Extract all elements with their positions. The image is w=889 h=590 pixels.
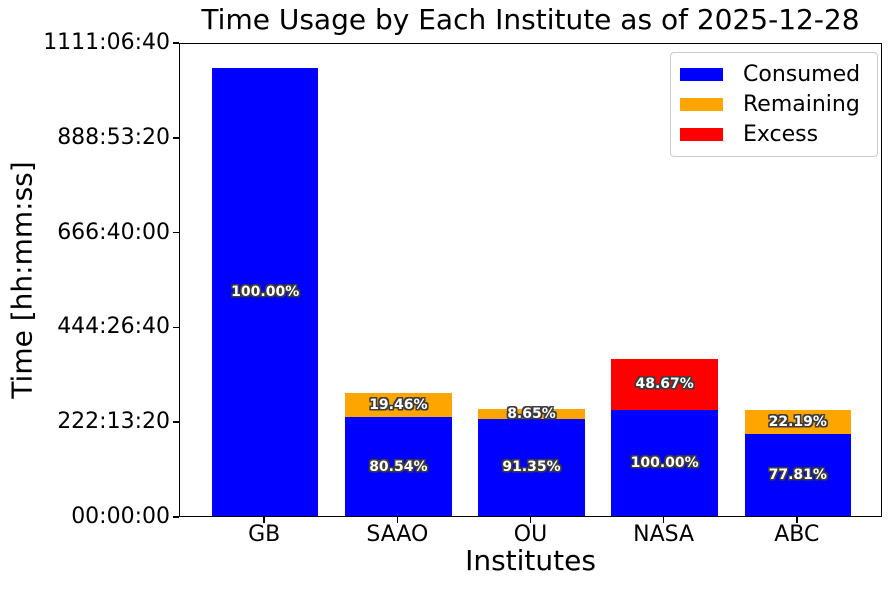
x-tick-label-ou: OU — [513, 522, 548, 547]
y-tick-label: 444:26:40 — [57, 314, 170, 340]
consumed-swatch-icon — [680, 68, 723, 81]
remaining-swatch-icon — [680, 98, 723, 111]
x-tick-label-gb: GB — [248, 522, 281, 547]
x-tick-label-abc: ABC — [774, 522, 820, 547]
bar-percentage-label: 48.67% — [635, 376, 694, 393]
bar-segment-nasa-excess: 48.67% — [611, 358, 718, 411]
x-tick-mark — [263, 517, 265, 523]
x-axis-label: Institutes — [465, 544, 596, 577]
bar-segment-abc-remaining: 22.19% — [744, 410, 852, 434]
bar-percentage-label: 80.54% — [369, 458, 428, 475]
y-tick-mark — [173, 516, 179, 518]
bar-segment-abc-consumed: 77.81% — [744, 433, 852, 516]
bar-segment-saao-remaining: 19.46% — [345, 393, 452, 418]
x-tick-mark — [662, 517, 665, 523]
y-tick-label: 222:13:20 — [57, 409, 170, 435]
x-tick-label-nasa: NASA — [633, 522, 695, 547]
bar-percentage-label: 100.00% — [231, 284, 300, 301]
bars-container: 100.00% 80.54% 19.46% 91.35% 8.65% 100.00% 48.… — [180, 44, 881, 516]
bar-percentage-label: 19.46% — [369, 397, 428, 414]
bar-percentage-label: 77.81% — [768, 466, 827, 483]
excess-swatch-icon — [680, 128, 723, 141]
y-tick-label: 666:40:00 — [57, 219, 170, 245]
y-tick-label: 00:00:00 — [71, 504, 170, 529]
bar-segment-nasa-consumed: 100.00% — [611, 410, 718, 516]
bar-segment-ou-consumed: 91.35% — [478, 418, 585, 516]
bar-segment-gb-consumed: 100.00% — [211, 68, 319, 516]
legend: Consumed Remaining Excess — [670, 52, 878, 157]
y-tick-mark — [173, 231, 179, 234]
bar-segment-saao-consumed: 80.54% — [345, 417, 452, 516]
x-tick-mark — [529, 517, 532, 523]
legend-item-excess: Excess — [680, 121, 867, 148]
x-tick-mark — [796, 517, 798, 523]
x-tick-label-saao: SAAO — [366, 522, 429, 547]
y-tick-mark — [173, 42, 179, 44]
bar-percentage-label: 100.00% — [630, 455, 699, 472]
legend-item-consumed: Consumed — [680, 61, 867, 88]
y-axis-label: Time [hh:mm:ss] — [5, 161, 39, 399]
legend-label-excess: Excess — [743, 122, 819, 147]
bar-percentage-label: 22.19% — [768, 413, 827, 430]
plot-area: 100.00% 80.54% 19.46% 91.35% 8.65% 100.00% 48.… — [179, 43, 882, 517]
y-tick-label: 888:53:20 — [57, 124, 170, 150]
y-tick-label: 1111:06:40 — [43, 30, 170, 55]
bar-percentage-label: 8.65% — [507, 405, 556, 422]
legend-label-remaining: Remaining — [743, 92, 860, 117]
bar-segment-ou-remaining: 8.65% — [478, 406, 585, 422]
y-tick-mark — [173, 421, 179, 423]
bar-percentage-label: 91.35% — [502, 459, 561, 476]
y-tick-mark — [173, 137, 179, 139]
y-tick-mark — [173, 326, 179, 329]
x-tick-mark — [396, 517, 399, 523]
legend-item-remaining: Remaining — [680, 91, 867, 118]
chart-title: Time Usage by Each Institute as of 2025-… — [201, 3, 860, 36]
legend-label-consumed: Consumed — [743, 62, 861, 87]
